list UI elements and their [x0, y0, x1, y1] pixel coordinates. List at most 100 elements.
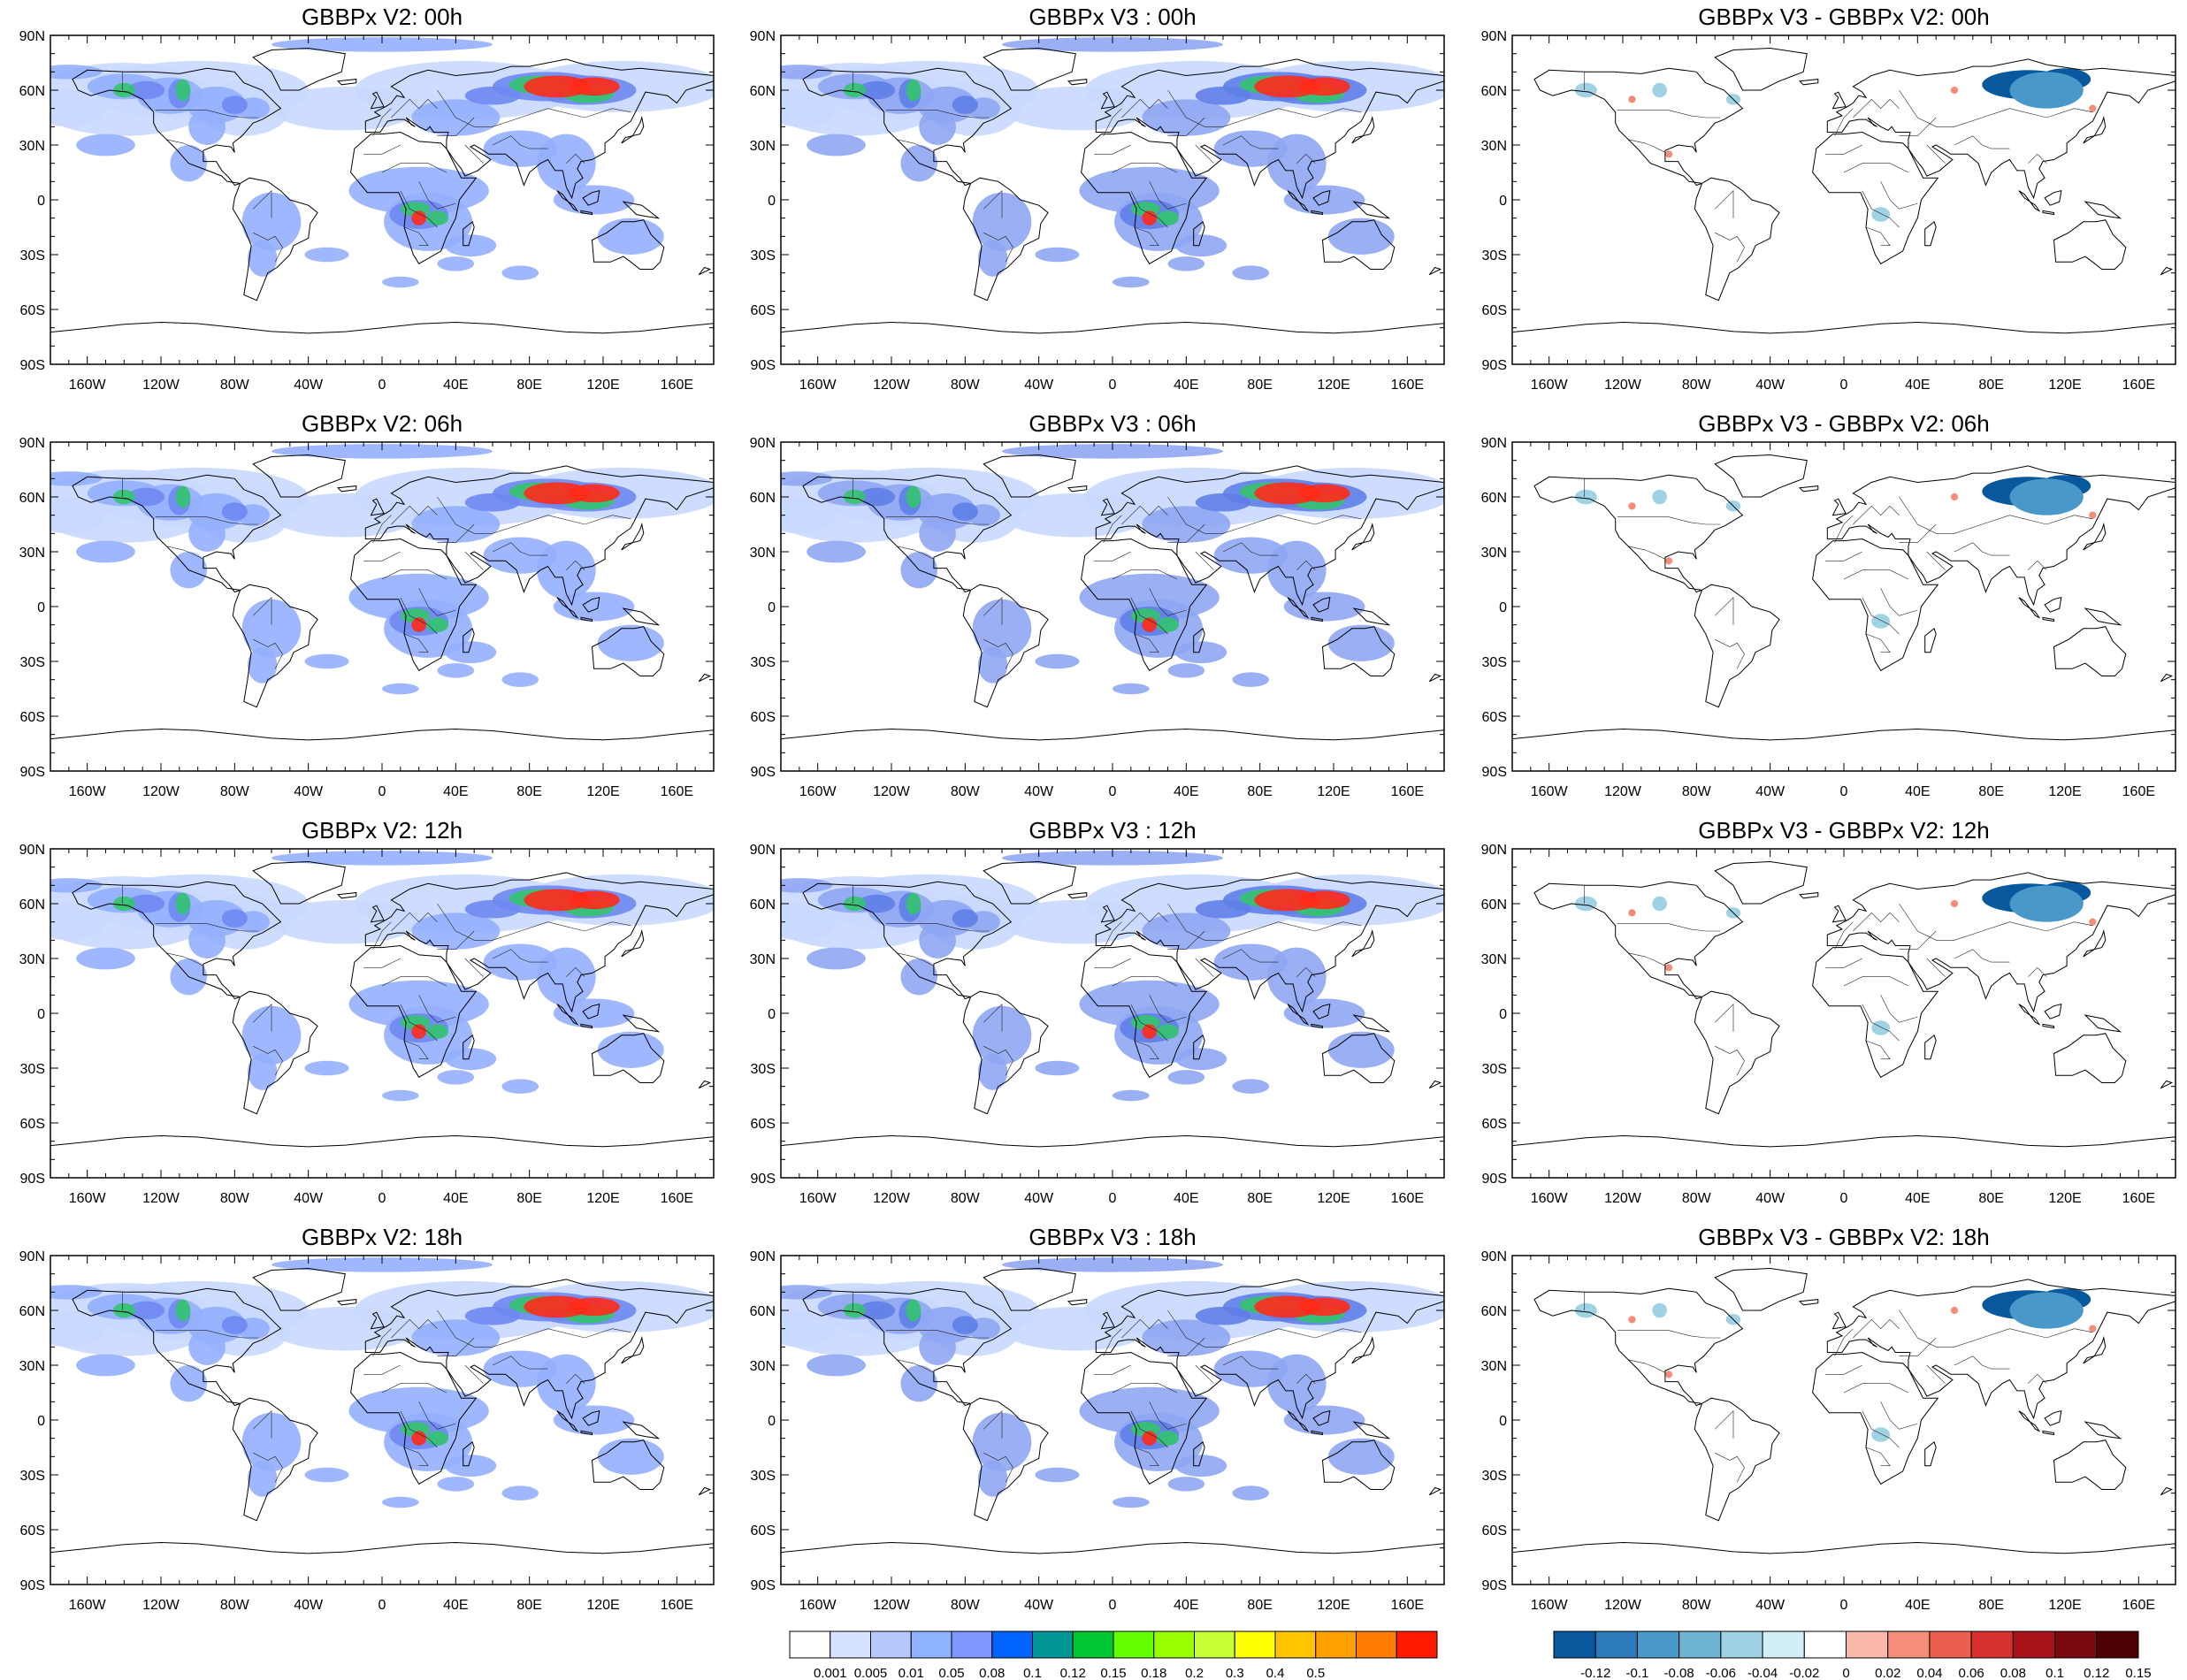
- coastline: [1351, 523, 1375, 551]
- emission-blob: [444, 1455, 497, 1478]
- lat-label: 90S: [1482, 1578, 1507, 1593]
- coastline: [802, 474, 1049, 708]
- emission-blob: [1142, 210, 1157, 225]
- lon-label: 160E: [661, 378, 693, 393]
- lat-label: 90N: [750, 1249, 776, 1264]
- antarctica-coast: [50, 1541, 714, 1554]
- coastline: [336, 485, 357, 493]
- country-border: [897, 952, 935, 966]
- emission-blob: [1327, 624, 1395, 661]
- emission-blob: [50, 65, 103, 80]
- country-border: [1094, 144, 1131, 155]
- lon-label: 40W: [1024, 784, 1054, 799]
- lat-label: 0: [37, 194, 45, 209]
- coastline: [1533, 67, 1780, 302]
- lon-label: 40W: [1755, 1598, 1786, 1613]
- coastline: [2084, 201, 2122, 219]
- emission-blob: [175, 1299, 191, 1322]
- lat-label: 90S: [1482, 358, 1507, 373]
- lon-label: 40W: [1024, 378, 1054, 393]
- emission-blob: [843, 489, 866, 505]
- lon-label: 80W: [220, 1598, 250, 1613]
- coastline: [582, 597, 600, 613]
- emission-blob: [304, 1060, 349, 1076]
- coastline: [2044, 597, 2062, 613]
- emission-blob: [972, 192, 1032, 251]
- country-border: [391, 98, 438, 118]
- emission-blob: [977, 1053, 1008, 1090]
- country-border: [492, 949, 548, 963]
- coastline: [1311, 1430, 1323, 1436]
- lat-label: 30N: [750, 952, 776, 967]
- country-border: [1714, 596, 1734, 625]
- emission-blob: [919, 108, 956, 145]
- country-border: [391, 912, 438, 932]
- coastline: [1287, 1004, 1310, 1026]
- coastline: [2042, 1023, 2054, 1029]
- country-border: [1899, 496, 1954, 534]
- country-border: [1880, 995, 1918, 1023]
- coastline: [621, 929, 645, 958]
- coastline: [252, 1267, 346, 1311]
- emission-blob: [972, 1412, 1032, 1471]
- coastline: [2044, 1004, 2062, 1019]
- lat-label: 60S: [751, 1117, 776, 1132]
- panel-title: GBBPx V3 - GBBPx V2: 06h: [1698, 410, 1989, 437]
- lat-label: 0: [37, 1007, 45, 1022]
- difference-blob: [1950, 493, 1959, 501]
- lat-label: 90S: [20, 358, 45, 373]
- country-border: [363, 958, 401, 968]
- lon-label: 40W: [1755, 784, 1786, 799]
- country-border: [1296, 560, 1316, 570]
- coastline: [1831, 1311, 1847, 1330]
- lat-label: 90N: [750, 436, 776, 451]
- country-border: [1296, 966, 1316, 977]
- country-border: [1834, 108, 1854, 136]
- emission-blob: [271, 444, 493, 459]
- colorbar-label: 0.001: [814, 1666, 847, 1680]
- difference-blob: [1664, 150, 1673, 158]
- lon-label: 40E: [1905, 784, 1930, 799]
- country-border: [1834, 921, 1854, 950]
- country-border: [253, 1045, 283, 1076]
- emission-blob: [188, 1328, 226, 1366]
- lon-label: 80E: [1247, 1598, 1272, 1613]
- country-border: [1130, 1004, 1168, 1042]
- country-border: [437, 523, 475, 543]
- emission-blob: [382, 683, 419, 695]
- lat-label: 60S: [1482, 303, 1507, 318]
- country-border: [1834, 515, 1854, 543]
- difference-blob: [2089, 104, 2097, 112]
- lat-label: 30S: [751, 1469, 776, 1484]
- emission-blob: [781, 65, 833, 80]
- lon-label: 160E: [661, 1191, 693, 1206]
- colorbar-label: 0.08: [2000, 1666, 2026, 1680]
- lat-label: 30S: [1482, 655, 1507, 670]
- country-border: [1899, 523, 1937, 543]
- coastline: [621, 523, 645, 551]
- country-border: [464, 144, 484, 164]
- coastline: [582, 1004, 600, 1019]
- lon-label: 40E: [1174, 1191, 1198, 1206]
- country-border: [1121, 98, 1168, 118]
- lat-label: 30S: [20, 655, 45, 670]
- coastline: [364, 465, 714, 607]
- data-field: [781, 37, 1444, 334]
- colorbar-label: 0.01: [899, 1666, 924, 1680]
- country-border: [566, 1373, 585, 1384]
- lon-label: 160W: [1531, 1191, 1569, 1206]
- lon-label: 120W: [142, 378, 180, 393]
- lat-label: 60S: [20, 1523, 45, 1539]
- coastline: [1826, 58, 2176, 200]
- antarctica-coast: [1512, 1134, 2176, 1148]
- emission-blob: [597, 624, 664, 661]
- coastline: [364, 58, 714, 200]
- country-border: [983, 596, 1003, 625]
- emission-blob: [977, 646, 1008, 683]
- country-border: [1167, 89, 1223, 127]
- colorbar-label: 0.2: [1185, 1666, 1204, 1680]
- coastline: [1100, 91, 1115, 110]
- coastline: [1924, 1440, 1937, 1467]
- coastline: [1311, 616, 1323, 622]
- lon-label: 120E: [1317, 1598, 1350, 1613]
